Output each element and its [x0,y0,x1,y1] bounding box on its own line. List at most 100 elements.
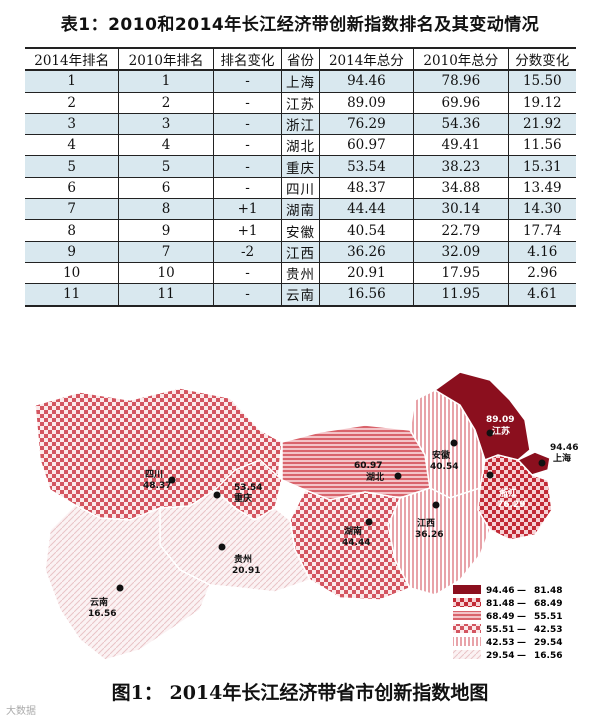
legend-from: 29.54 [486,651,514,661]
table-cell: 2 [118,92,214,114]
legend-to: 55.51 [534,612,562,622]
legend-from: 55.51 [486,625,514,635]
table-cell: 1 [118,70,214,93]
label-shanghai-name: 上海 [553,452,571,464]
table-cell: -2 [212,241,282,263]
legend-dash: — [517,651,526,661]
table-cell: 49.41 [413,134,509,157]
header-cell: 省份 [281,46,320,72]
label-guizhou-value: 20.91 [232,566,260,576]
label-anhui-name: 安徽 [432,449,451,461]
label-hubei-name: 湖北 [366,471,384,483]
table-cell: 19.12 [507,92,576,114]
table-cell: 94.46 [318,70,414,93]
legend-to: 81.48 [534,586,562,596]
region-jiangsu [433,371,531,461]
label-shanghai-value: 94.46 [550,443,578,453]
legend-to: 29.54 [534,638,562,648]
table-cell: 21.92 [507,113,576,136]
table-cell: - [212,177,282,200]
table-row: 2 2- 江苏 89.09 69.96 19.12 [25,92,576,114]
legend-swatch [453,650,481,659]
table-cell: 38.23 [413,155,509,178]
table-cell: - [212,92,282,114]
table-cell: 11 [118,283,214,307]
table-cell: 8 [118,198,214,221]
table-cell: 44.44 [318,198,414,221]
table-cell: 1 [25,70,119,93]
legend-dash: — [517,625,526,635]
table-cell: 30.14 [413,198,509,221]
label-jiangxi-value: 36.26 [415,530,443,540]
legend-dash: — [517,638,526,648]
table-cell: 云南 [281,283,320,307]
label-jiangsu-name: 江苏 [492,425,510,437]
table-cell: 重庆 [281,155,320,178]
table-cell: +1 [212,219,282,242]
legend-swatch [453,624,481,633]
table-cell: 40.54 [318,219,414,242]
table-cell: - [212,155,282,178]
table-row: 1 1- 上海 94.46 78.96 15.50 [25,70,576,93]
legend-dash: — [517,586,526,596]
legend-from: 94.46 [486,586,514,596]
table-cell: 60.97 [318,134,414,157]
table-cell: 15.50 [507,70,576,93]
marker-guizhou [218,543,226,551]
table-cell: 36.26 [318,241,414,263]
table-cell: 22.79 [413,219,509,242]
legend-dash: — [517,599,526,609]
table-header-row: 2014年排名 2010年排名 排名变化 省份 2014年总分 2010年总分 … [25,46,576,72]
table-cell: +1 [212,198,282,221]
table-cell: 78.96 [413,70,509,93]
label-chongqing-value: 53.54 [234,483,262,493]
table-cell: 9 [118,219,214,242]
table-row: 10 10- 贵州 20.91 17.95 2.96 [25,262,576,285]
marker-zhejiang [486,471,494,479]
table-row: 8 9 +1 安徽 40.54 22.79 17.74 [25,219,576,242]
table-cell: 5 [25,155,119,178]
table-cell: 江苏 [281,92,320,114]
label-yunnan-name: 云南 [90,596,108,608]
table-row: 9 7 -2 江西 36.26 32.09 4.16 [25,241,576,263]
yangtze-map: 四川 48.37 53.54 重庆 60.97 湖北 安徽 40.54 89.0… [34,371,578,661]
table-cell: 10 [25,262,119,285]
table-cell: 11 [25,283,119,307]
label-sichuan-name: 四川 [145,469,163,480]
legend-dash: — [517,612,526,622]
watermark: 大数据 [6,706,36,717]
table-cell: 上海 [281,70,320,93]
table-cell: 4.16 [507,241,576,263]
table-cell: - [212,134,282,157]
label-yunnan-value: 16.56 [88,609,116,619]
legend-swatch [453,585,481,594]
figure-caption: 图1： 2014年长江经济带省市创新指数地图 [111,682,489,704]
table-row: 6 6- 四川 48.37 34.88 13.49 [25,177,576,200]
table-cell: 20.91 [318,262,414,285]
table-row: 7 8 +1 湖南 44.44 30.14 14.30 [25,198,576,221]
marker-hunan [365,518,373,526]
label-sichuan-value: 48.37 [143,481,171,491]
table-cell: 湖北 [281,134,320,157]
table-cell: 3 [25,113,119,136]
label-hunan-value: 44.44 [342,538,370,548]
table-cell: 8 [25,219,119,242]
label-jiangsu-value: 89.09 [486,415,514,425]
table-cell: 89.09 [318,92,414,114]
table-cell: 7 [118,241,214,263]
table-cell: 浙江 [281,113,320,136]
table-cell: 5 [118,155,214,178]
table-cell: 4.61 [507,283,576,307]
header-cell: 排名变化 [212,46,282,72]
marker-chongqing [213,491,221,499]
table-cell: 9 [25,241,119,263]
marker-anhui [450,439,458,447]
table-cell: 湖南 [281,198,320,221]
table-cell: 四川 [281,177,320,200]
table-cell: 69.96 [413,92,509,114]
table-cell: - [212,283,282,307]
label-zhejiang-value: 76.29 [497,500,525,510]
legend-to: 42.53 [534,625,562,635]
label-hubei-value: 60.97 [354,461,382,471]
marker-sichuan [168,476,176,484]
